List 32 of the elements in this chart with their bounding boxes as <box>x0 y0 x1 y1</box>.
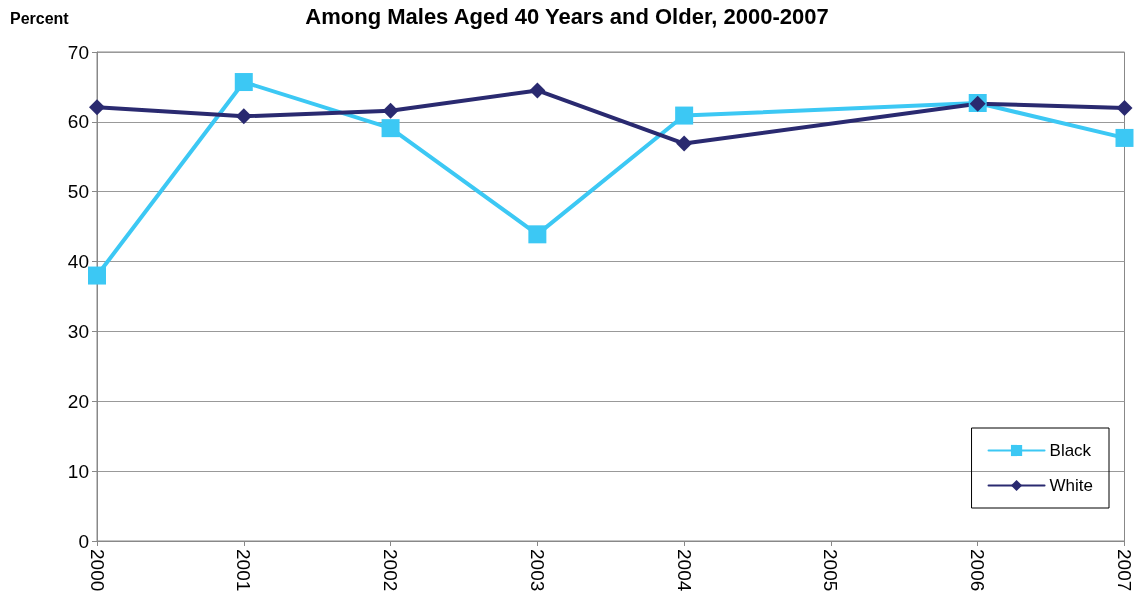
y-axis-title: Percent <box>10 9 70 27</box>
x-tick-label: 2002 <box>380 549 402 592</box>
point <box>88 266 106 285</box>
y-tick-label: 50 <box>67 181 89 203</box>
point <box>382 102 399 119</box>
x-tick-label: 2005 <box>820 549 842 592</box>
point <box>234 73 253 92</box>
x-tick-label: 2003 <box>526 549 548 592</box>
y-tick-label: 30 <box>67 320 89 342</box>
point <box>381 119 400 138</box>
x-tick-label: 2004 <box>673 549 695 592</box>
x-tick-label: 2000 <box>86 549 108 592</box>
chart-title: Among Males Aged 40 Years and Older, 2000-2007 <box>305 3 829 29</box>
point <box>528 225 547 244</box>
y-tick-label: 10 <box>67 460 89 482</box>
y-tick-label: 70 <box>67 41 89 63</box>
point <box>89 99 105 116</box>
y-tick-label: 40 <box>67 251 89 273</box>
point <box>676 135 693 152</box>
point <box>1116 99 1133 116</box>
x-tick-label: 2007 <box>1114 549 1134 592</box>
y-tick-label: 60 <box>67 111 89 133</box>
x-tick-label: 2001 <box>233 549 255 592</box>
point <box>529 82 546 99</box>
point <box>1115 128 1134 147</box>
point <box>235 108 252 125</box>
legend-label: Black <box>1049 441 1092 460</box>
point <box>675 106 694 125</box>
y-tick-label: 0 <box>78 530 89 552</box>
y-tick-label: 20 <box>67 390 89 412</box>
legend-label: White <box>1049 476 1094 495</box>
x-tick-label: 2006 <box>967 549 989 592</box>
